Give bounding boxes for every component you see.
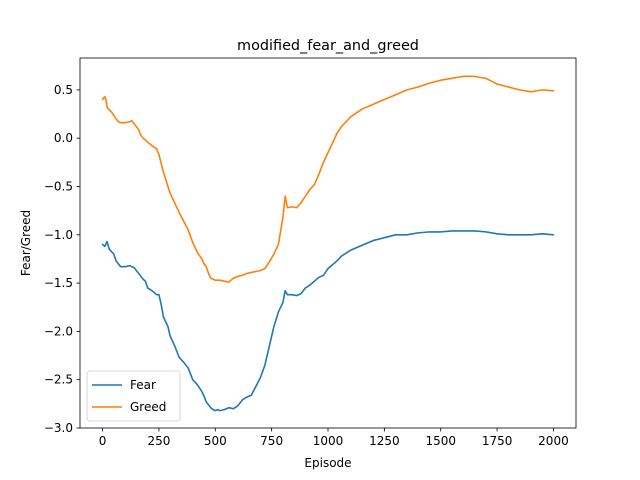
y-tick-label-3: −1.5	[44, 276, 73, 290]
x-tick-label-1500: 1500	[425, 434, 456, 448]
chart-title: modified_fear_and_greed	[237, 38, 419, 54]
legend-label-greed: Greed	[130, 400, 166, 414]
y-tick-label-4: −1.0	[44, 228, 73, 242]
series-line-greed	[101, 75, 555, 283]
y-tick-label-0: −3.0	[44, 421, 73, 435]
series-layer	[101, 75, 555, 412]
y-tick-label-7: 0.5	[54, 83, 73, 97]
x-tick-label-2000: 2000	[538, 434, 569, 448]
series-line-fear	[101, 230, 555, 412]
y-tick-label-5: −0.5	[44, 179, 73, 193]
x-tick-label-1750: 1750	[482, 434, 513, 448]
y-tick-label-6: 0.0	[54, 131, 73, 145]
legend-frame	[86, 370, 181, 422]
y-axis-label: Fear/Greed	[19, 210, 33, 276]
y-tick-label-1: −2.5	[44, 373, 73, 387]
x-axis-label: Episode	[304, 456, 351, 470]
y-tick-label-2: −2.0	[44, 324, 73, 338]
legend: Fear Greed	[86, 370, 181, 422]
x-tick-label-250: 250	[147, 434, 170, 448]
x-tick-label-500: 500	[204, 434, 227, 448]
x-tick-label-1250: 1250	[369, 434, 400, 448]
legend-label-fear: Fear	[130, 378, 156, 392]
y-axis: −3.0 −2.5 −2.0 −1.5 −1.0 −0.5 0.0 0.5	[44, 83, 80, 435]
x-tick-label-1000: 1000	[313, 434, 344, 448]
x-tick-label-750: 750	[260, 434, 283, 448]
x-axis: 0 250 500 750 1000 1250 1500 1750 2000	[99, 428, 569, 448]
x-tick-label-0: 0	[99, 434, 107, 448]
